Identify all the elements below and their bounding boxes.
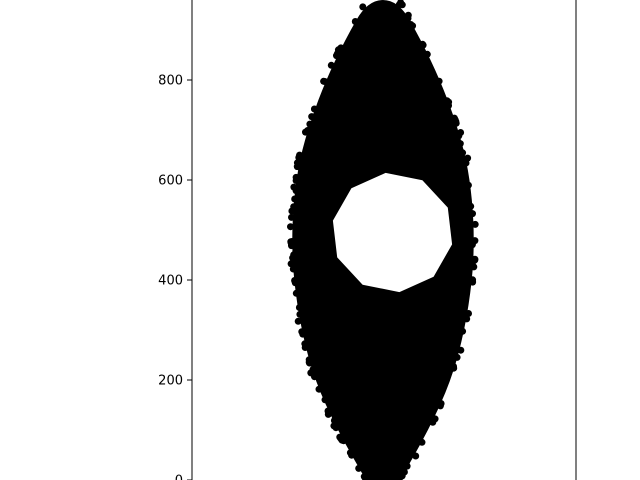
scatter-point <box>450 364 458 372</box>
scatter-point <box>298 328 306 336</box>
scatter-point <box>330 422 338 430</box>
scatter-point <box>292 173 300 181</box>
scatter-point <box>468 255 476 263</box>
scatter-point <box>456 140 464 148</box>
scatter-point <box>291 265 299 273</box>
scatter-point <box>305 358 313 366</box>
axes-frame <box>191 0 577 480</box>
scatter-point <box>291 195 299 203</box>
scatter-point <box>457 346 465 354</box>
plot-area <box>287 0 479 480</box>
scatter-point <box>423 50 431 58</box>
scatter-point <box>324 407 332 415</box>
scatter-point <box>457 129 465 136</box>
scatter-point <box>469 210 476 218</box>
scatter-point <box>453 353 461 361</box>
scatter-point <box>294 317 302 325</box>
scatter-point <box>336 433 344 441</box>
scatter-point <box>359 3 367 11</box>
y-tick-label: 800 <box>158 74 183 89</box>
scatter-point <box>337 44 345 52</box>
scatter-point <box>308 113 316 121</box>
scatter-point <box>290 253 298 261</box>
scatter-point <box>310 105 318 113</box>
scatter-point <box>467 202 475 210</box>
scatter-point <box>445 102 452 110</box>
scatter-point <box>288 238 296 245</box>
scatter-point <box>307 369 315 377</box>
y-tick-label: 400 <box>158 274 183 289</box>
scatter-point <box>362 476 370 480</box>
scatter-point <box>321 396 329 404</box>
scatter-point <box>351 18 359 25</box>
scatter-point <box>469 276 477 284</box>
scatter-point <box>321 78 329 85</box>
scatter-point <box>296 310 304 318</box>
scatter-point <box>290 203 298 211</box>
scatter-point <box>407 21 415 28</box>
scatter-point <box>291 278 299 286</box>
scatter-point <box>297 153 305 161</box>
scatter-point <box>435 77 443 85</box>
scatter-point <box>419 40 427 48</box>
scatter-point <box>470 263 478 271</box>
scatter-point <box>465 310 472 317</box>
scatter-point <box>330 417 338 424</box>
scatter-point <box>396 474 403 480</box>
scatter-point <box>437 400 445 407</box>
scatter-point <box>412 452 420 460</box>
y-tick-label: 200 <box>158 374 183 389</box>
point-cloud <box>292 0 474 480</box>
scatter-point <box>327 61 335 69</box>
scatter-point <box>290 183 298 191</box>
scatter-point <box>288 213 295 221</box>
scatter-point <box>346 449 354 457</box>
scatter-point <box>302 128 309 136</box>
scatter-point <box>293 159 301 167</box>
scatter-point <box>355 464 363 472</box>
scatter-point <box>400 468 408 476</box>
scatter-point <box>315 385 323 393</box>
scatter-point <box>471 237 479 245</box>
scatter-point <box>301 340 309 348</box>
y-tick-label: 0 <box>175 474 183 480</box>
scatter-point <box>459 149 467 157</box>
scatter-point <box>459 327 467 335</box>
scatter-point <box>292 289 300 297</box>
scatter-point <box>417 438 425 446</box>
scatter-point <box>431 415 439 423</box>
scatter-point <box>404 14 412 22</box>
scatter-point <box>334 50 341 58</box>
scatter-point <box>464 154 472 162</box>
scatter-point <box>403 462 411 470</box>
scatter-point <box>306 120 314 128</box>
scatter-point <box>471 220 479 228</box>
scatter-point <box>287 223 294 231</box>
scatter-point <box>464 181 472 189</box>
y-tick-label: 600 <box>158 174 183 189</box>
y-axis: 0 200 400 600 800 <box>158 74 192 480</box>
scatter-point <box>463 315 471 323</box>
scatter-point <box>397 0 405 6</box>
scatter-point <box>295 304 303 311</box>
scatter-point <box>450 114 458 122</box>
